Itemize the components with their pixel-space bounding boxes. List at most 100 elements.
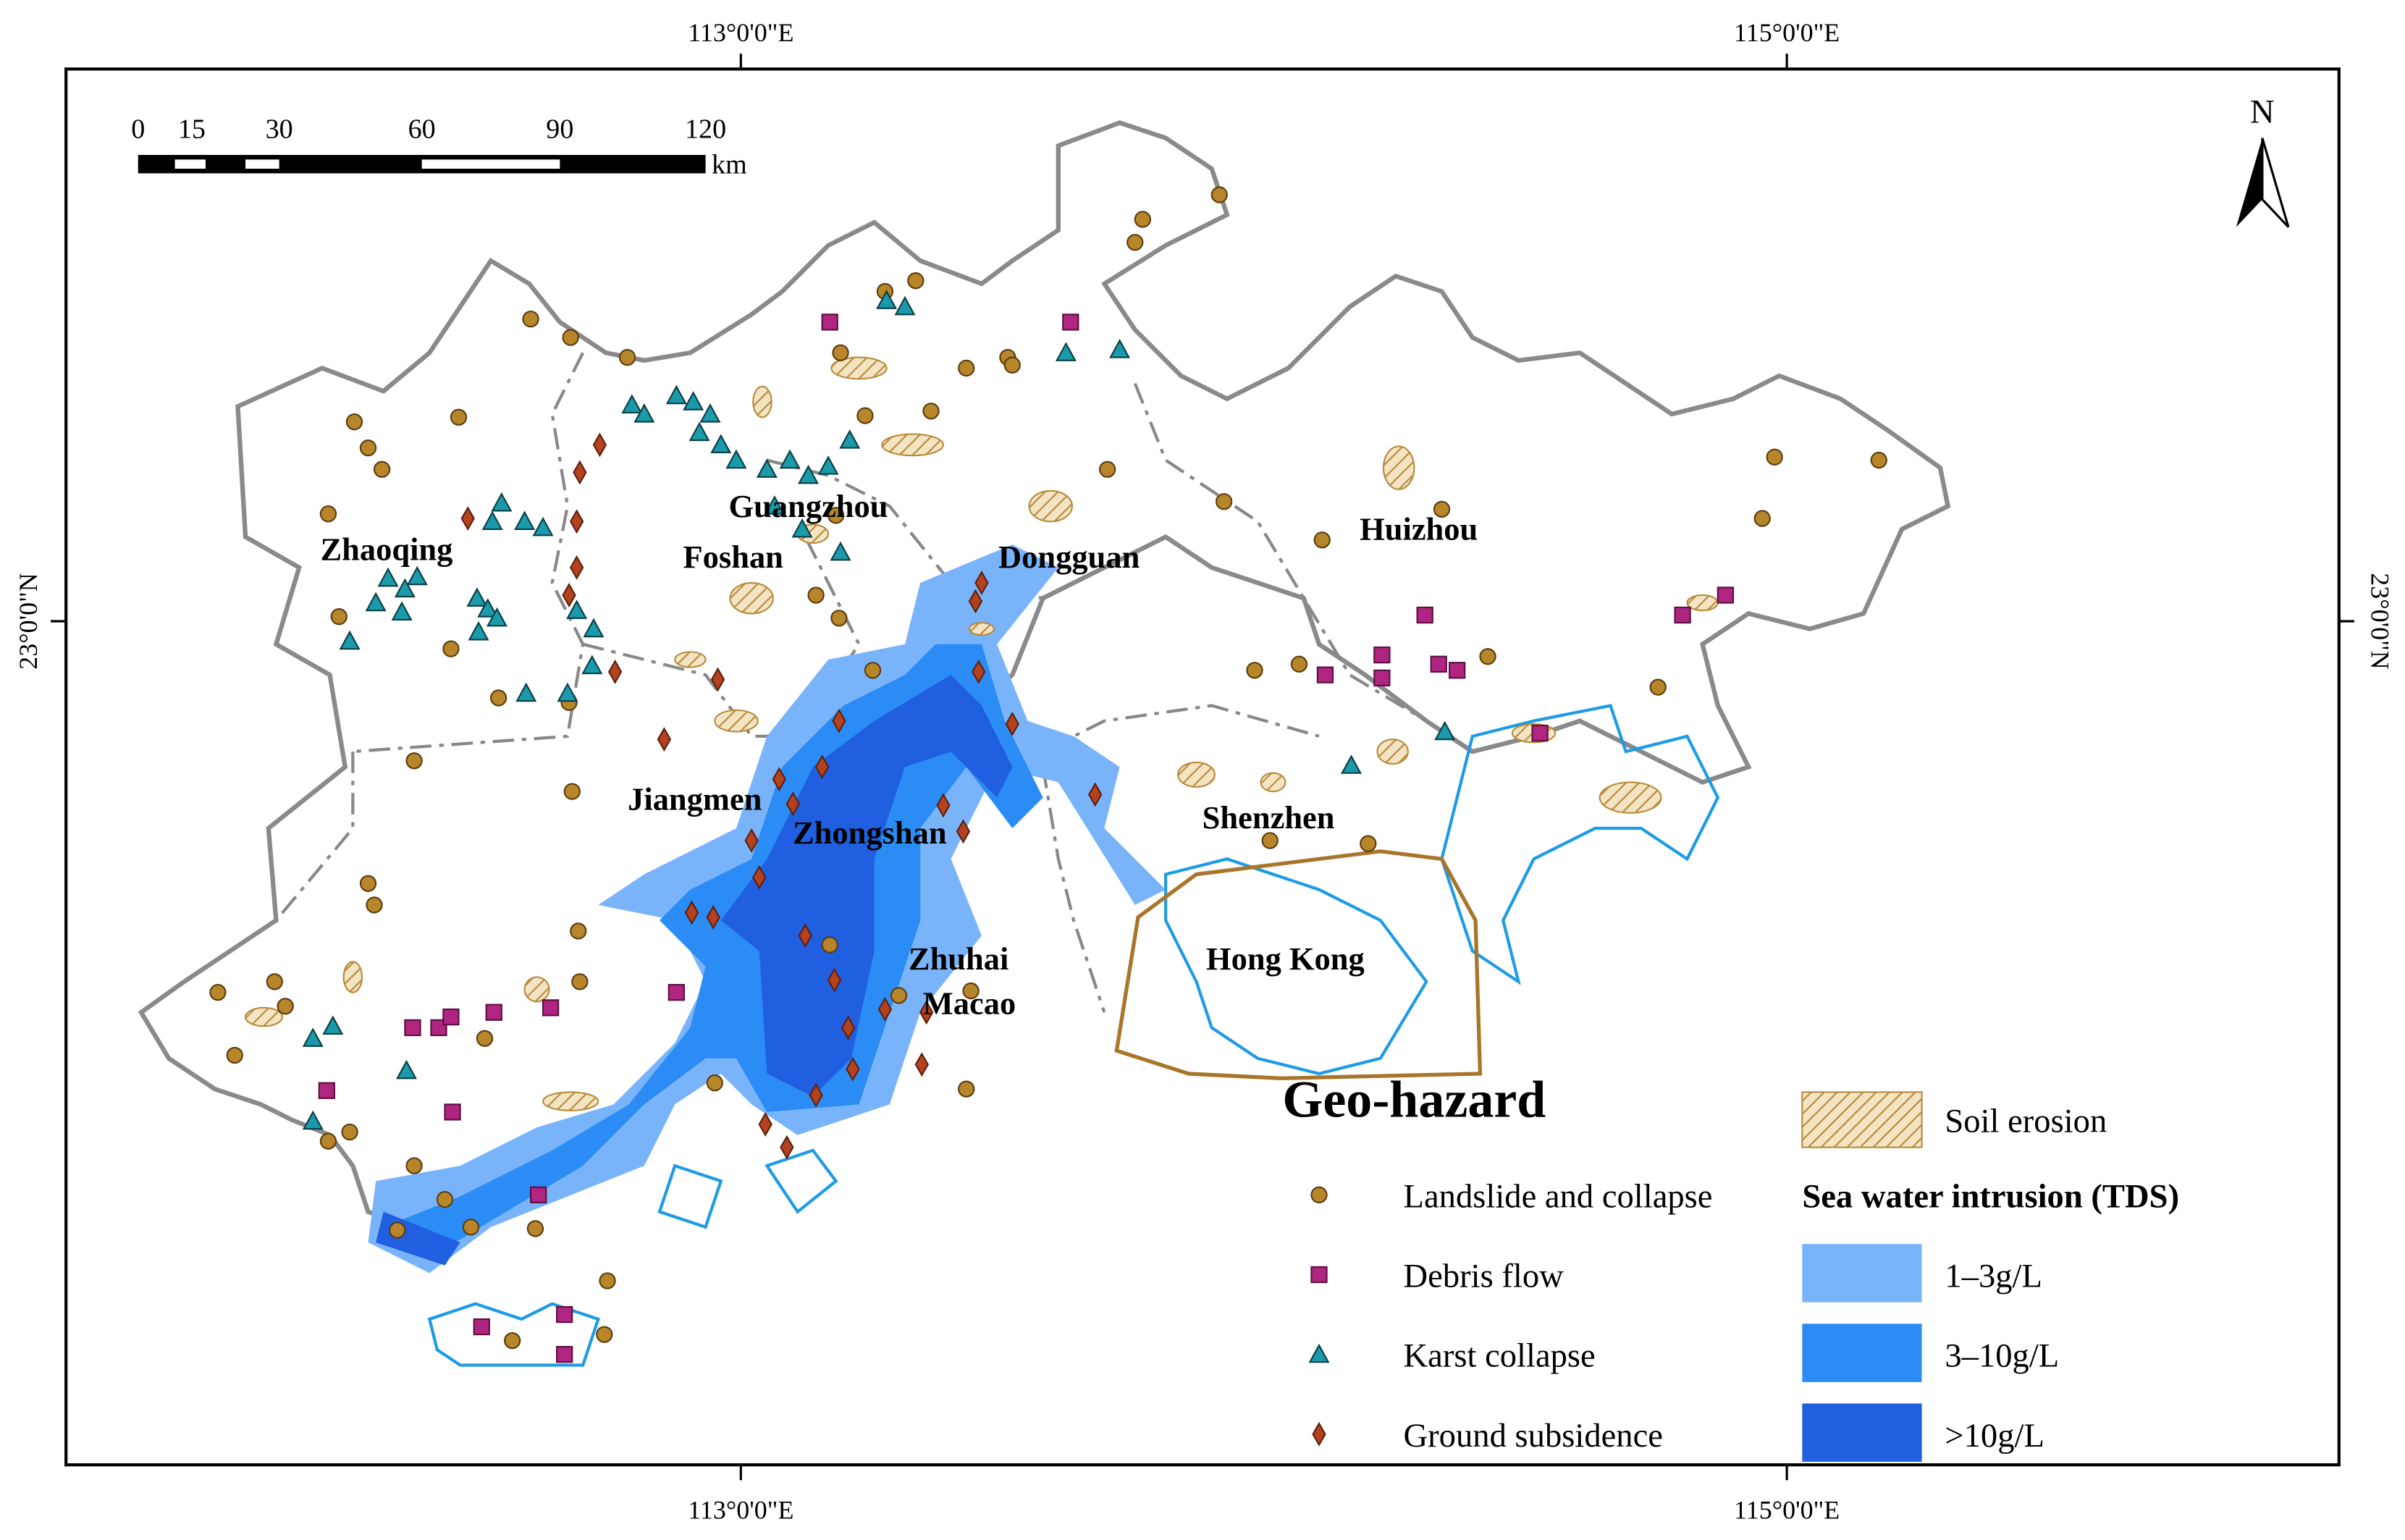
karst-collapse-marker xyxy=(894,295,916,316)
karst-collapse-marker xyxy=(621,394,643,413)
landslide-marker xyxy=(1216,493,1233,510)
landslide-marker xyxy=(345,413,363,431)
ground-subsidence-marker xyxy=(607,659,623,684)
landslide-marker xyxy=(1003,356,1021,374)
landslide-marker xyxy=(266,973,283,990)
city-label: Jiangmen xyxy=(628,781,762,817)
karst-collapse-marker xyxy=(391,601,413,620)
city-label: Zhuhai xyxy=(909,941,1008,977)
legend-label: Landslide and collapse xyxy=(1404,1177,1713,1215)
landslide-marker xyxy=(1246,662,1263,679)
debris-flow-marker xyxy=(530,1186,547,1203)
scale-label: 0 xyxy=(131,114,145,145)
ground-subsidence-marker xyxy=(809,1082,823,1108)
landslide-marker xyxy=(962,982,980,1000)
karst-collapse-marker xyxy=(688,421,710,442)
latitude-label: 23°0'0"N xyxy=(2365,573,2394,670)
soil-erosion-patch xyxy=(729,581,774,615)
landslide-marker xyxy=(832,344,849,361)
ground-subsidence-marker xyxy=(460,506,475,531)
karst-collapse-marker xyxy=(481,510,503,530)
legend-swatch xyxy=(1802,1403,1922,1462)
ground-subsidence-marker xyxy=(569,509,584,534)
debris-flow-marker xyxy=(1416,606,1433,624)
debris-flow-marker xyxy=(556,1305,573,1324)
city-label: Zhaoqing xyxy=(320,531,452,567)
scale-label: 90 xyxy=(546,114,573,145)
soil-erosion-patch xyxy=(830,356,888,380)
legend-label: Soil erosion xyxy=(1945,1102,2107,1140)
legend-label: 3–10g/L xyxy=(1945,1337,2059,1375)
karst-collapse-marker xyxy=(665,384,687,405)
karst-collapse-marker xyxy=(302,1027,324,1047)
karst-collapse-marker xyxy=(466,587,488,607)
karst-collapse-marker xyxy=(365,592,387,612)
legend-swatch xyxy=(1802,1244,1922,1303)
debris-flow-marker xyxy=(542,999,560,1017)
debris-flow-marker xyxy=(556,1346,573,1363)
landslide-marker xyxy=(1313,531,1331,549)
city-label: Hong Kong xyxy=(1206,941,1365,977)
soil-erosion-patch xyxy=(542,1091,599,1111)
ground-subsidence-marker xyxy=(974,571,989,596)
landslide-marker xyxy=(526,1220,544,1237)
debris-flow-marker xyxy=(318,1082,335,1099)
ground-subsidence-marker xyxy=(972,659,986,684)
ground-subsidence-marker xyxy=(772,767,786,792)
ground-subsidence-marker xyxy=(758,1111,772,1137)
karst-collapse-marker xyxy=(817,455,839,475)
ground-subsidence-marker xyxy=(684,900,699,925)
landslide-marker xyxy=(1126,234,1144,251)
debris-flow-marker xyxy=(1310,1266,1328,1284)
karst-collapse-marker xyxy=(779,449,801,469)
karst-collapse-marker xyxy=(1109,339,1131,358)
ground-subsidence-marker xyxy=(956,819,971,844)
longitude-label: 113°0'0"E xyxy=(688,18,793,47)
karst-collapse-marker xyxy=(302,1110,324,1130)
debris-flow-marker xyxy=(821,314,838,331)
debris-flow-marker xyxy=(442,1008,460,1026)
debris-flow-marker xyxy=(1674,606,1691,624)
landslide-marker xyxy=(1753,510,1771,527)
karst-collapse-marker xyxy=(322,1015,344,1035)
scale-unit: km xyxy=(712,149,747,180)
landslide-marker xyxy=(958,1080,975,1098)
city-label: Shenzhen xyxy=(1202,799,1335,836)
karst-collapse-marker xyxy=(515,682,537,702)
landslide-marker xyxy=(830,610,848,627)
karst-collapse-marker xyxy=(377,567,399,587)
landslide-marker xyxy=(922,403,940,420)
landslide-marker xyxy=(359,439,377,457)
ground-subsidence-marker xyxy=(780,1135,794,1160)
scale-bar xyxy=(138,154,706,174)
landslide-marker xyxy=(599,1272,616,1289)
debris-flow-marker xyxy=(1531,725,1549,742)
karst-collapse-marker xyxy=(876,290,898,309)
legend-label: >10g/L xyxy=(1945,1417,2044,1455)
soil-erosion-patch xyxy=(342,961,363,993)
ground-subsidence-marker xyxy=(657,727,672,752)
soil-erosion-patch xyxy=(1686,594,1719,612)
soil-erosion-patch xyxy=(674,651,707,668)
sea-water-intrusion xyxy=(368,544,1166,1274)
longitude-label: 115°0'0"E xyxy=(1734,1495,1840,1524)
landslide-marker xyxy=(890,987,908,1004)
north-arrow xyxy=(2261,138,2290,228)
landslide-marker xyxy=(821,936,838,954)
landslide-marker xyxy=(522,311,539,328)
landslide-marker xyxy=(596,1326,613,1343)
landslide-marker xyxy=(571,973,589,990)
debris-flow-marker xyxy=(1316,666,1334,683)
soil-erosion-patch xyxy=(523,976,550,1003)
karst-collapse-marker xyxy=(514,510,536,530)
city-label: Macao xyxy=(923,985,1016,1021)
karst-collapse-marker xyxy=(557,682,578,702)
soil-erosion-patch xyxy=(752,385,772,418)
karst-collapse-marker xyxy=(339,630,361,650)
landslide-marker xyxy=(1360,835,1377,852)
karst-collapse-marker xyxy=(839,429,861,449)
soil-erosion-patch xyxy=(714,709,759,733)
karst-collapse-marker xyxy=(830,541,851,561)
